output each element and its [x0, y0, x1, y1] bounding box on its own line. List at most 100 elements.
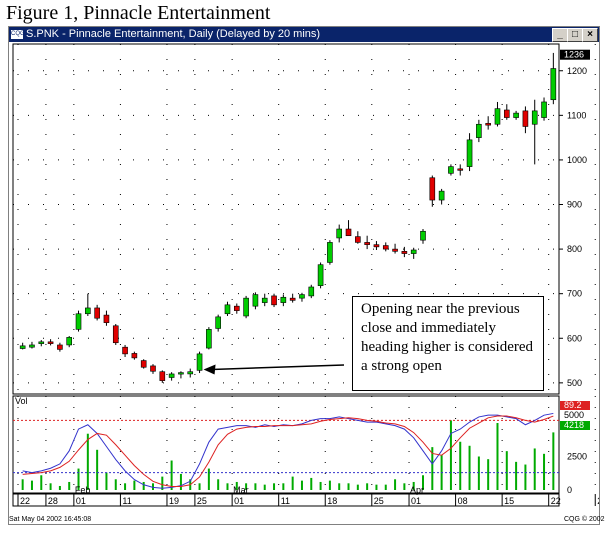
candle-up — [261, 297, 268, 303]
candle-up — [541, 101, 547, 118]
volume-axis-label: 0 — [567, 485, 572, 495]
candle-down — [382, 245, 389, 250]
candle-down — [401, 251, 408, 254]
candle-up — [494, 108, 501, 125]
price-axis-label: 600 — [567, 333, 582, 343]
date-axis-label: 19 — [169, 496, 179, 506]
candle-up — [215, 316, 221, 329]
candle-up — [206, 329, 212, 349]
price-axis-label: 1000 — [567, 155, 587, 165]
month-label: Feb — [75, 485, 91, 495]
candle-up — [308, 286, 315, 297]
volume-axis-label: 2500 — [567, 452, 587, 462]
date-axis-label: 08 — [458, 496, 468, 506]
candle-down — [233, 305, 240, 311]
candle-up — [317, 264, 324, 286]
candle-up — [438, 190, 445, 201]
candle-down — [392, 248, 398, 252]
price-chart[interactable]: 500 600 700 800 900 1000 1100 1200 1236 Vol 89.250… — [9, 27, 599, 524]
last-price-box — [560, 49, 590, 60]
last-price-label: 1236 — [564, 50, 584, 60]
price-axis-label: 1200 — [567, 66, 587, 76]
candle-up — [66, 337, 73, 346]
maximize-button[interactable]: □ — [567, 28, 583, 42]
candle-up — [299, 294, 305, 299]
price-axis-label: 1100 — [567, 110, 586, 120]
price-axis-label: 500 — [567, 378, 582, 388]
candle-down — [47, 341, 54, 344]
copyright-text: CQG © 2002 — [564, 516, 605, 523]
candle-down — [364, 242, 370, 245]
candle-up — [327, 242, 333, 263]
minimize-icon: _ — [557, 29, 563, 40]
candle-down — [485, 123, 491, 126]
candle-up — [252, 294, 259, 307]
candle-up — [550, 68, 557, 101]
candle-down — [355, 236, 361, 243]
date-axis-label: 22 — [551, 496, 561, 506]
candle-up — [168, 373, 175, 378]
oscillator-line-pct-d — [22, 415, 554, 488]
window-titlebar[interactable]: CQG S.PNK - Pinnacle Entertainment, Dail… — [9, 27, 599, 42]
date-axis-frame — [12, 493, 560, 507]
chart-window[interactable]: CQG S.PNK - Pinnacle Entertainment, Dail… — [8, 26, 600, 525]
candle-up — [513, 112, 519, 118]
candle-down — [112, 325, 119, 344]
candle-up — [466, 139, 473, 167]
maximize-icon: □ — [571, 29, 579, 40]
oscillator-line-pct-k — [22, 412, 554, 489]
date-axis-label: 18 — [327, 496, 337, 506]
oscillator-readout: 89.2 — [564, 400, 582, 410]
candle-up — [178, 372, 184, 375]
date-axis-label: 25 — [374, 496, 384, 506]
oscillator-readout-box — [560, 401, 590, 410]
candle-down — [522, 110, 529, 127]
candle-down — [94, 307, 100, 319]
candle-up — [75, 313, 82, 330]
candle-down — [373, 244, 380, 248]
candle-down — [429, 177, 436, 201]
candle-up — [336, 228, 343, 239]
date-axis-label: 11 — [122, 496, 131, 506]
figure-title: Figure 1, Pinnacle Entertainment — [6, 2, 271, 24]
oscillator-label: Vol — [15, 396, 28, 406]
date-axis-label: 25 — [197, 496, 207, 506]
date-axis-label: 28 — [48, 496, 58, 506]
candle-up — [410, 249, 417, 254]
date-axis-label: 29 — [597, 496, 599, 506]
candle-down — [140, 360, 147, 368]
date-axis-label: 22 — [20, 496, 30, 506]
candle-down — [457, 168, 464, 171]
candle-up — [187, 371, 194, 375]
price-axis-label: 800 — [567, 244, 582, 254]
candle-up — [38, 341, 45, 344]
date-axis-label: 01 — [411, 496, 421, 506]
candle-up — [448, 166, 454, 174]
window-title: S.PNK - Pinnacle Entertainment, Daily (D… — [26, 28, 321, 40]
candle-up — [280, 296, 287, 303]
candle-up — [476, 123, 482, 138]
close-button[interactable]: × — [582, 28, 598, 42]
oscillator-panel-frame — [12, 395, 560, 494]
close-icon: × — [587, 29, 593, 40]
month-label: Mar — [233, 485, 249, 495]
candle-up — [420, 230, 426, 241]
cqg-app-icon: CQG — [11, 30, 25, 39]
candle-down — [150, 365, 156, 372]
date-axis-label: 01 — [234, 496, 244, 506]
candle-down — [503, 109, 510, 118]
candle-up — [224, 304, 231, 315]
candle-down — [271, 295, 277, 306]
candle-up — [243, 297, 249, 317]
candle-down — [103, 314, 110, 323]
candle-down — [131, 353, 138, 359]
candle-down — [122, 346, 128, 355]
candle-down — [289, 297, 296, 301]
candle-up — [196, 353, 203, 371]
annotation-arrow-line — [211, 364, 345, 371]
oscillator-readout-box — [560, 411, 590, 420]
annotation-arrowhead — [203, 364, 216, 375]
candle-up — [29, 344, 35, 348]
annotation-callout: Opening near the previous close and imme… — [352, 296, 544, 391]
price-axis-label: 700 — [567, 289, 582, 299]
